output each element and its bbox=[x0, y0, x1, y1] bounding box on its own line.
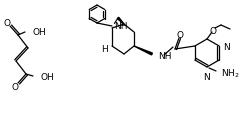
Polygon shape bbox=[134, 47, 152, 55]
Text: OH: OH bbox=[32, 27, 46, 36]
Text: N: N bbox=[223, 42, 230, 51]
Text: O: O bbox=[209, 26, 216, 35]
Text: NH$_2$: NH$_2$ bbox=[221, 67, 240, 80]
Text: N: N bbox=[204, 72, 210, 81]
Text: NH: NH bbox=[158, 51, 172, 60]
Polygon shape bbox=[117, 18, 124, 25]
Text: O: O bbox=[176, 30, 183, 39]
Text: O: O bbox=[4, 18, 11, 27]
Text: OH: OH bbox=[40, 73, 54, 82]
Text: O: O bbox=[12, 83, 18, 92]
Text: H: H bbox=[101, 44, 107, 53]
Text: NH: NH bbox=[114, 21, 128, 30]
